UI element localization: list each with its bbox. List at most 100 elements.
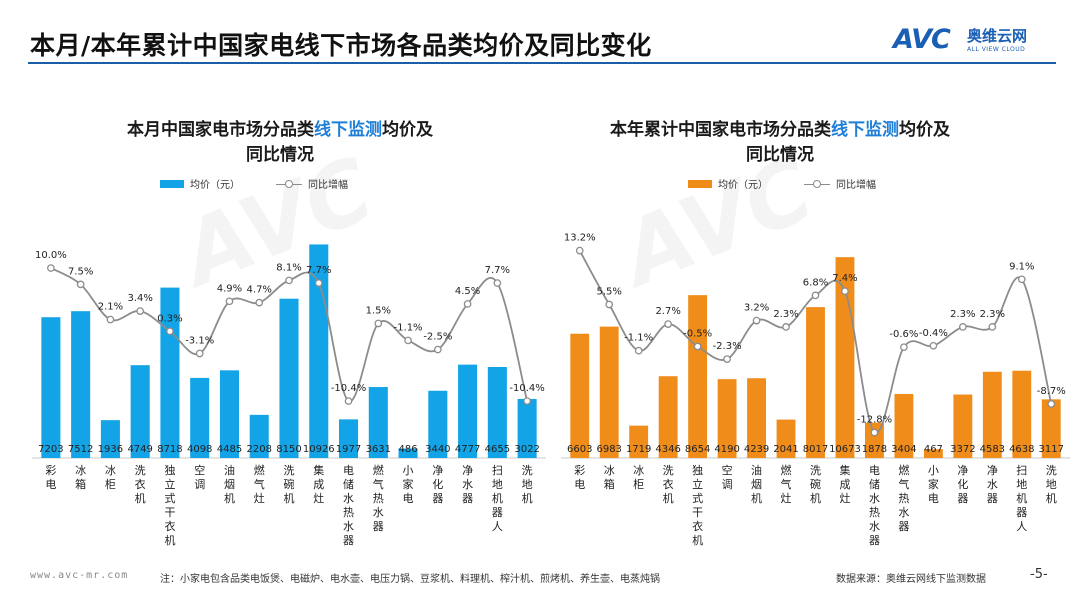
right-bar [1012,370,1032,458]
company-logo: AVC 奥维云网 ALL VIEW CLOUD [893,24,1063,58]
left-bar [517,398,537,458]
right-bar [717,379,737,458]
right-growth-point [575,246,584,255]
left-category-label: 电储水热水器 [343,464,354,547]
left-bar-value-label: 4655 [485,444,510,455]
left-growth-label: 1.5% [366,305,391,316]
right-category-label: 扫地机器人 [1016,464,1027,533]
right-bar-value-label: 4346 [655,444,680,455]
left-growth-point [493,279,502,287]
left-growth-point [523,397,531,405]
left-category-label: 燃气热水器 [373,463,384,533]
left-growth-label: 7.7% [485,265,510,276]
right-bar [923,449,943,458]
right-legend-bar-label: 均价（元） [718,180,768,191]
left-growth-point [106,315,115,324]
right-growth-point [900,343,908,352]
left-growth-point [47,264,55,272]
right-bar-value-label: 2041 [773,444,798,455]
right-growth-point [811,291,820,300]
left-bar-value-label: 4485 [217,444,242,455]
left-bar [458,364,478,458]
left-growth-label: 2.1% [98,302,123,313]
left-title-pre: 本月中国家电市场分品类 [127,120,314,140]
right-growth-point [693,342,702,351]
right-legend-line-swatch [804,179,830,188]
left-growth-point [136,307,145,315]
left-bar [190,377,210,458]
left-chart-title: 本月中国家电市场分品类线下监测均价及 同比情况 [60,118,500,168]
right-growth-point [1047,400,1056,408]
right-bar-value-label: 10673 [829,444,861,455]
right-category-label: 洗地机 [1046,464,1057,505]
left-bar [249,414,269,458]
right-bar [1041,399,1061,458]
left-bar-value-label: 10926 [303,444,335,455]
right-category-label: 独立式干衣机 [692,464,703,547]
right-category-label: 空调 [722,463,733,491]
left-category-label: 油烟机 [224,463,235,505]
right-bar-value-label: 4190 [714,444,739,455]
right-growth-point [664,320,672,328]
left-growth-point [374,319,383,328]
left-growth-point [76,280,85,289]
left-growth-point [166,327,174,336]
page-title: 本月/本年累计中国家电线下市场各品类均价及同比变化 [30,31,652,60]
left-category-label: 净化器 [432,463,443,505]
right-growth-label: 13.2% [564,233,596,244]
right-growth-label: 5.5% [597,287,622,298]
left-growth-label: 7.7% [306,265,331,276]
right-category-label: 冰箱 [604,464,615,491]
right-category-label: 小家电 [928,464,939,505]
right-growth-label: 2.3% [980,309,1005,320]
left-title-highlight: 线下监测 [314,120,382,140]
right-growth-point [870,428,879,437]
left-title-post: 均价及 [382,120,433,140]
left-bar-value-label: 4098 [187,444,212,455]
right-category-label: 洗衣机 [663,464,674,505]
right-growth-label: 2.3% [773,309,798,320]
right-bar [982,371,1002,458]
left-bar [398,448,418,458]
right-category-label: 电储水热水器 [869,464,880,547]
left-growth-label: 7.5% [68,266,93,277]
left-bar-value-label: 1936 [98,444,123,455]
left-growth-point [463,300,472,308]
right-growth-point [929,341,938,350]
left-growth-label: -10.4% [509,383,544,394]
left-bar-value-label: 7203 [38,444,63,455]
right-growth-label: 6.8% [803,277,828,288]
right-category-label: 冰柜 [633,464,644,491]
right-bar [747,378,766,458]
right-growth-label: -8.7% [1037,386,1066,397]
left-category-label: 空调 [194,463,205,491]
left-legend: 均价（元） 同比增幅 [160,176,348,191]
right-growth-label: -2.3% [713,341,742,352]
right-category-label: 彩电 [574,464,585,491]
right-category-label: 净水器 [987,463,998,505]
left-bar-value-label: 8150 [276,444,301,455]
left-bar [100,420,120,458]
right-bar [629,425,649,458]
right-growth-label: -0.6% [889,329,918,340]
right-bar-value-label: 6983 [596,444,621,455]
right-growth-label: 9.1% [1009,261,1034,272]
right-bar-value-label: 1878 [862,444,887,455]
left-growth-point [255,298,264,307]
left-growth-point [404,336,412,345]
right-bar [894,393,914,458]
left-growth-point [433,345,442,354]
left-bar-value-label: 3631 [366,444,391,455]
left-growth-label: -3.1% [185,335,214,346]
left-bar [219,370,239,458]
right-growth-label: -12.8% [857,415,892,426]
left-bar [368,387,388,458]
right-bar [806,307,825,458]
left-growth-label: 4.5% [455,286,480,297]
right-bar-value-label: 1719 [626,444,651,455]
right-bar-value-label: 4583 [980,444,1005,455]
logo-chinese-name: 奥维云网 [967,27,1028,45]
left-growth-label: 10.0% [35,250,67,261]
left-category-label: 净水器 [462,463,473,505]
